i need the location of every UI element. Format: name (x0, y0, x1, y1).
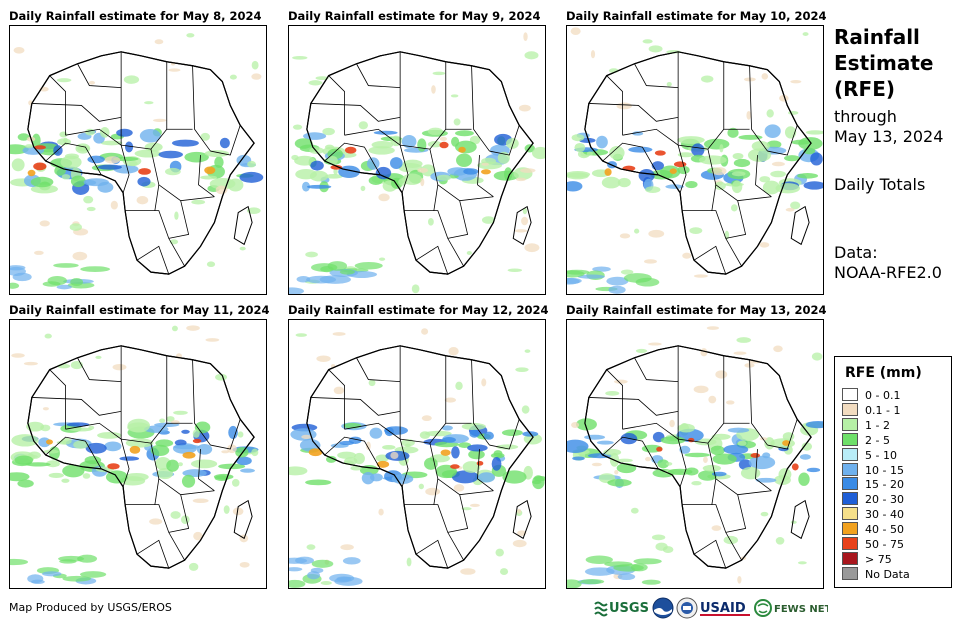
legend-item: 40 - 50 (842, 522, 904, 537)
legend-swatch (842, 417, 858, 431)
rainfall-map-may-12 (288, 319, 546, 589)
panel-title-may-10: Daily Rainfall estimate for May 10, 2024 (566, 9, 827, 23)
legend-label: 20 - 30 (865, 493, 904, 507)
legend-swatch (842, 388, 858, 401)
panel-title-may-9: Daily Rainfall estimate for May 9, 2024 (288, 9, 541, 23)
through-label: through (834, 107, 897, 126)
usaid-logo: USAID (700, 597, 754, 619)
legend-label: 1 - 2 (865, 418, 890, 432)
usgs-logo-text: USGS (609, 601, 649, 616)
noaa-logo (652, 597, 674, 619)
sidebar-title-line: Rainfall (834, 25, 920, 49)
legend-label: > 75 (865, 552, 892, 566)
legend-label: 50 - 75 (865, 538, 904, 551)
legend-swatch (842, 447, 858, 461)
usaid-logo-text: USAID (700, 601, 746, 616)
legend-item: 10 - 15 (842, 462, 904, 478)
sidebar-title-line: Estimate (834, 51, 934, 75)
fewsnet-logo: FEWS NET (754, 597, 832, 619)
legend-swatch (842, 492, 858, 506)
legend-item: 0.1 - 1 (842, 402, 901, 418)
legend-label: 5 - 10 (865, 448, 897, 462)
legend-item: 15 - 20 (842, 477, 904, 492)
legend-item: 50 - 75 (842, 537, 904, 552)
legend-swatch (842, 432, 858, 446)
panel-title-may-12: Daily Rainfall estimate for May 12, 2024 (288, 303, 549, 317)
legend-item: 5 - 10 (842, 447, 897, 463)
rainfall-map-may-8 (9, 25, 267, 295)
totals-label: Daily Totals (834, 175, 926, 194)
panel-title-may-11: Daily Rainfall estimate for May 11, 2024 (9, 303, 270, 317)
legend-item: 20 - 30 (842, 492, 904, 507)
legend-label: 30 - 40 (865, 508, 904, 522)
map-credit: Map Produced by USGS/EROS (9, 601, 172, 614)
legend-item: 1 - 2 (842, 417, 890, 433)
legend-swatch (842, 551, 858, 565)
legend-swatch (842, 462, 858, 476)
legend-item: 30 - 40 (842, 507, 904, 522)
usgs-logo: USGS (594, 597, 650, 619)
legend-label: 2 - 5 (865, 433, 890, 447)
globe-icon (754, 599, 772, 617)
data-source: NOAA-RFE2.0 (834, 263, 942, 282)
rainfall-map-may-13 (566, 319, 824, 589)
fewsnet-logo-text: FEWS NET (774, 604, 828, 615)
usgs-waves-icon (594, 601, 608, 617)
legend-swatch (842, 537, 858, 550)
legend-item: No Data (842, 566, 910, 582)
sidebar-title: Rainfall Estimate (RFE) (834, 24, 933, 102)
legend-item: 2 - 5 (842, 432, 890, 448)
partner-logos: USGS USAID FEWS NET (594, 597, 832, 619)
legend-label: 0 - 0.1 (865, 389, 901, 402)
rainfall-map-may-10 (566, 25, 824, 295)
legend-title: RFE (mm) (845, 365, 922, 381)
legend-swatch (842, 477, 858, 491)
legend-swatch (842, 507, 858, 521)
legend-swatch (842, 522, 858, 536)
legend-item: > 75 (842, 551, 892, 567)
legend-label: No Data (865, 567, 910, 581)
legend-label: 40 - 50 (865, 523, 904, 537)
legend-label: 10 - 15 (865, 463, 904, 477)
legend-label: 0.1 - 1 (865, 403, 901, 417)
rainfall-map-may-11 (9, 319, 267, 589)
legend-label: 15 - 20 (865, 478, 904, 492)
data-label: Data: (834, 243, 878, 262)
panel-title-may-13: Daily Rainfall estimate for May 13, 2024 (566, 303, 827, 317)
through-date: May 13, 2024 (834, 127, 944, 146)
panel-title-may-8: Daily Rainfall estimate for May 8, 2024 (9, 9, 262, 23)
rainfall-map-may-9 (288, 25, 546, 295)
commerce-seal (676, 597, 698, 619)
legend-swatch (842, 566, 858, 580)
legend-item: 0 - 0.1 (842, 388, 900, 403)
sidebar-title-line: (RFE) (834, 77, 896, 101)
legend-swatch (842, 402, 858, 416)
